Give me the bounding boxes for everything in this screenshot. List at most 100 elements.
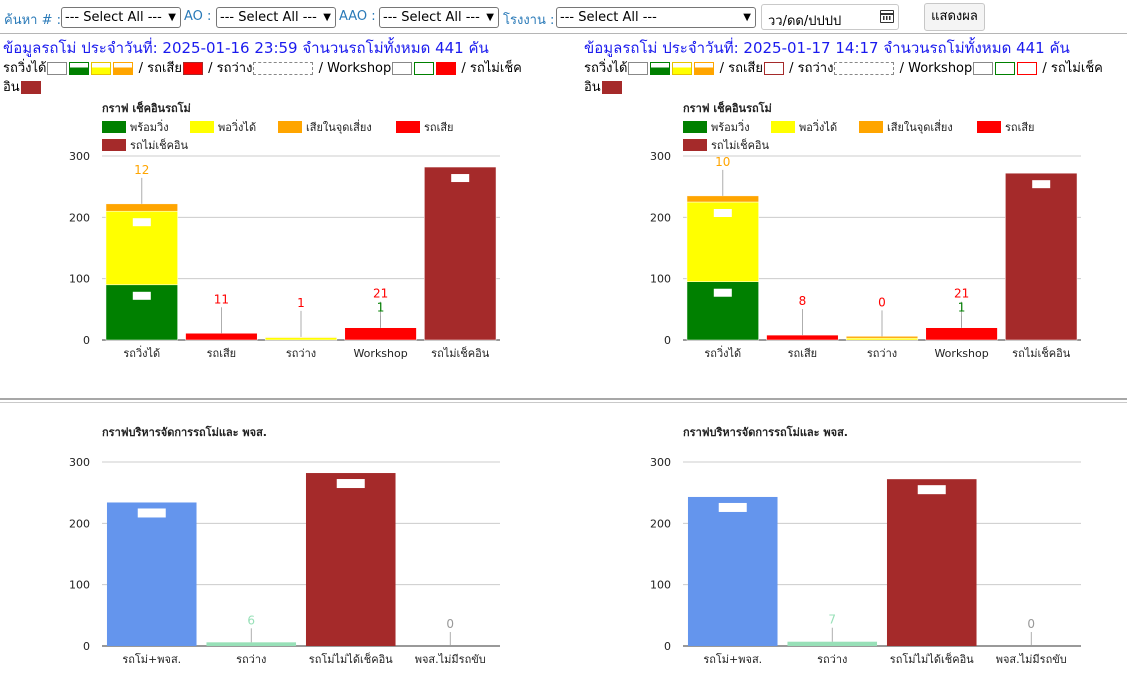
ready-orange-box[interactable] [694, 62, 715, 75]
legend-swatch [859, 121, 883, 133]
checkin-chart-right: กราฟ เช็คอินรถโม่พร้อมวิ่ง พอวิ่งได้ เสียใ… [650, 101, 1081, 360]
legend-swatch [396, 121, 420, 133]
workshop-count-box[interactable] [392, 62, 413, 75]
chevron-down-icon: ▼ [323, 12, 331, 23]
bar-segment [1005, 172, 1078, 341]
x-tick-label: รถว่าง [286, 347, 316, 360]
callout-label: 8 [799, 294, 807, 308]
aao-select[interactable]: --- Select All --- ▼ [379, 7, 499, 28]
y-tick-label: 300 [69, 150, 90, 163]
idle-label: / รถว่าง [208, 61, 253, 76]
bar [787, 641, 878, 646]
idle-label: / รถว่าง [789, 61, 834, 76]
workshop-red-box[interactable] [1017, 62, 1038, 75]
legend-swatch [683, 121, 707, 133]
workshop-green-box[interactable] [995, 62, 1016, 75]
y-tick-label: 0 [664, 334, 671, 347]
ready-orange-box[interactable] [113, 62, 134, 75]
bar-segment [845, 336, 919, 339]
ready-yellow-box[interactable] [91, 62, 112, 75]
bar [206, 642, 297, 646]
callout-label: 0 [878, 295, 886, 309]
chart-title: กราฟ เช็คอินรถโม่ [102, 101, 191, 115]
chart-title: กราฟบริหารจัดการรถโม่และ พจส. [683, 425, 848, 439]
broken-count-box[interactable] [183, 62, 203, 75]
y-tick-label: 200 [69, 211, 90, 224]
show-button[interactable]: แสดงผล [924, 3, 985, 31]
legend-label: พร้อมวิ่ง [711, 119, 750, 134]
data-label-box [713, 209, 732, 217]
calendar-icon[interactable] [880, 10, 894, 23]
legend-swatch [102, 121, 126, 133]
workshop-green-box[interactable] [414, 62, 435, 75]
search-select-value: --- Select All --- [65, 10, 162, 25]
y-tick-label: 200 [650, 517, 671, 530]
nocheck-count-box[interactable] [20, 81, 41, 94]
x-tick-label: รถโม่ไม่ได้เช็คอิน [309, 652, 393, 666]
date-input[interactable]: วว/ดด/ปปปป [761, 4, 899, 30]
bar [886, 479, 977, 646]
ready-yellow-box[interactable] [672, 62, 693, 75]
y-tick-label: 100 [650, 273, 671, 286]
legend-label: รถเสีย [1005, 121, 1035, 134]
workshop-red-box[interactable] [436, 62, 457, 75]
factory-select[interactable]: --- Select All --- ▼ [556, 7, 756, 28]
nocheck-label: / รถไม่เช็ค [461, 61, 522, 76]
legend-label: พอวิ่งได้ [218, 119, 256, 134]
x-tick-label: รถวิ่งได้ [704, 345, 741, 360]
legend-label: รถไม่เช็คอิน [130, 138, 189, 152]
ready-green-box[interactable] [650, 62, 671, 75]
x-tick-label: รถว่าง [817, 653, 847, 666]
y-tick-label: 200 [650, 211, 671, 224]
summary-left: รถวิ่งได้ / รถเสีย / รถว่าง / Workshop /… [3, 59, 522, 78]
ready-count-box[interactable] [628, 62, 649, 75]
panel-title-right: ข้อมูลรถโม่ ประจำวันที่: 2025-01-17 14:1… [584, 39, 1070, 57]
callout-label: 0 [1027, 617, 1035, 631]
broken-label: / รถเสีย [138, 61, 182, 76]
legend-swatch [977, 121, 1001, 133]
y-tick-label: 0 [83, 334, 90, 347]
x-tick-label: รถเสีย [207, 347, 237, 360]
callout-label: 21 [373, 287, 388, 301]
factory-select-value: --- Select All --- [560, 10, 657, 25]
workshop-count-box[interactable] [973, 62, 994, 75]
aao-select-value: --- Select All --- [383, 10, 480, 25]
idle-count-box[interactable] [834, 62, 895, 75]
y-tick-label: 200 [69, 517, 90, 530]
ready-count-box[interactable] [47, 62, 68, 75]
data-label-box [917, 485, 946, 495]
ready-green-box[interactable] [69, 62, 90, 75]
x-tick-label: รถวิ่งได้ [123, 345, 160, 360]
ao-select[interactable]: --- Select All --- ▼ [216, 7, 336, 28]
idle-count-box[interactable] [253, 62, 314, 75]
legend-label: รถเสีย [424, 121, 454, 134]
workshop-label: / Workshop [318, 61, 392, 76]
nocheck-label-2: อิน [3, 80, 20, 95]
data-label-box [132, 218, 151, 227]
management-chart-left: กราฟบริหารจัดการรถโม่และ พจส. 0 100 200 300 ร… [69, 425, 500, 666]
x-tick-label: รถโม่ไม่ได้เช็คอิน [890, 652, 974, 666]
callout-label: 21 [954, 287, 969, 301]
nocheck-count-box[interactable] [601, 81, 622, 94]
filter-bar: ค้นหา # : --- Select All --- ▼ AO : --- S… [0, 0, 1127, 34]
chevron-down-icon: ▼ [486, 12, 494, 23]
bar-segment [686, 195, 759, 203]
nocheck-label-2: อิน [584, 80, 601, 95]
chevron-down-icon: ▼ [168, 12, 176, 23]
search-select[interactable]: --- Select All --- ▼ [61, 7, 181, 28]
bar-segment [766, 334, 839, 341]
callout-label: 1 [297, 296, 305, 310]
y-tick-label: 100 [69, 579, 90, 592]
chart-title: กราฟบริหารจัดการรถโม่และ พจส. [102, 425, 267, 439]
legend-label: เสียในจุดเสี่ยง [887, 119, 953, 134]
broken-count-box[interactable] [764, 62, 784, 75]
x-tick-label: Workshop [353, 347, 407, 360]
bar-segment [264, 336, 338, 338]
management-chart-right: กราฟบริหารจัดการรถโม่และ พจส. 0 100 200 300 ร… [650, 425, 1081, 666]
legend-swatch [190, 121, 214, 133]
panel-title-left: ข้อมูลรถโม่ ประจำวันที่: 2025-01-16 23:5… [3, 39, 489, 57]
callout-label: 10 [715, 155, 730, 169]
y-tick-label: 300 [69, 456, 90, 469]
x-tick-label: Workshop [934, 347, 988, 360]
y-tick-label: 0 [83, 640, 90, 653]
